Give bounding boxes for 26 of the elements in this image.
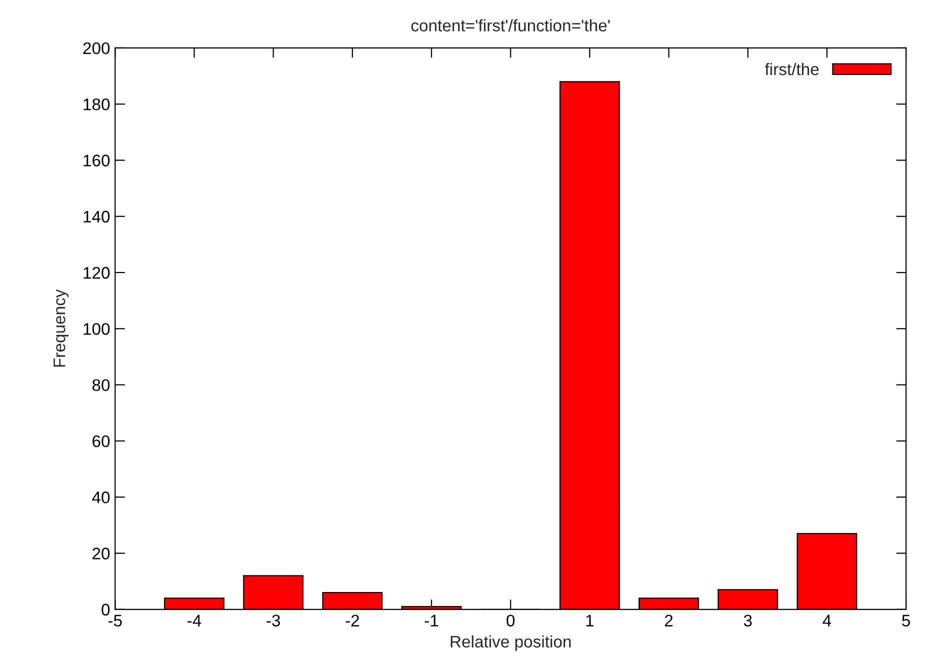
x-tick-label: 2 — [664, 614, 673, 626]
y-tick-label: 140 — [84, 210, 110, 223]
y-tick-label: 200 — [83, 42, 110, 54]
x-tick-label: -3 — [266, 614, 280, 626]
x-tick-label: 4 — [822, 614, 832, 626]
x-tick-label: -5 — [108, 614, 122, 626]
x-tick-label: 5 — [902, 614, 910, 626]
x-axis-title: Relative position — [450, 635, 571, 651]
x-tick-label: -2 — [346, 614, 359, 626]
x-tick-label: 1 — [586, 614, 594, 626]
x-tick-label: 3 — [744, 614, 752, 626]
x-tick-label: -4 — [188, 614, 202, 626]
y-tick-label: 20 — [92, 548, 110, 560]
y-tick-label: 0 — [102, 604, 110, 616]
y-axis-title: Frequency — [54, 289, 69, 367]
legend-label: first/the — [764, 62, 819, 76]
y-tick-label: 80 — [92, 379, 110, 392]
y-tick-label: 100 — [84, 323, 110, 335]
y-tick-label: 160 — [84, 154, 110, 166]
y-tick-label: 60 — [92, 435, 110, 448]
y-tick-label: 120 — [84, 266, 110, 279]
y-tick-label: 40 — [92, 492, 110, 504]
y-tick-label: 180 — [84, 98, 110, 110]
x-tick-label: 0 — [506, 614, 515, 626]
chart-title: content='first'/function='the' — [411, 19, 610, 32]
x-tick-label: -1 — [424, 614, 438, 626]
